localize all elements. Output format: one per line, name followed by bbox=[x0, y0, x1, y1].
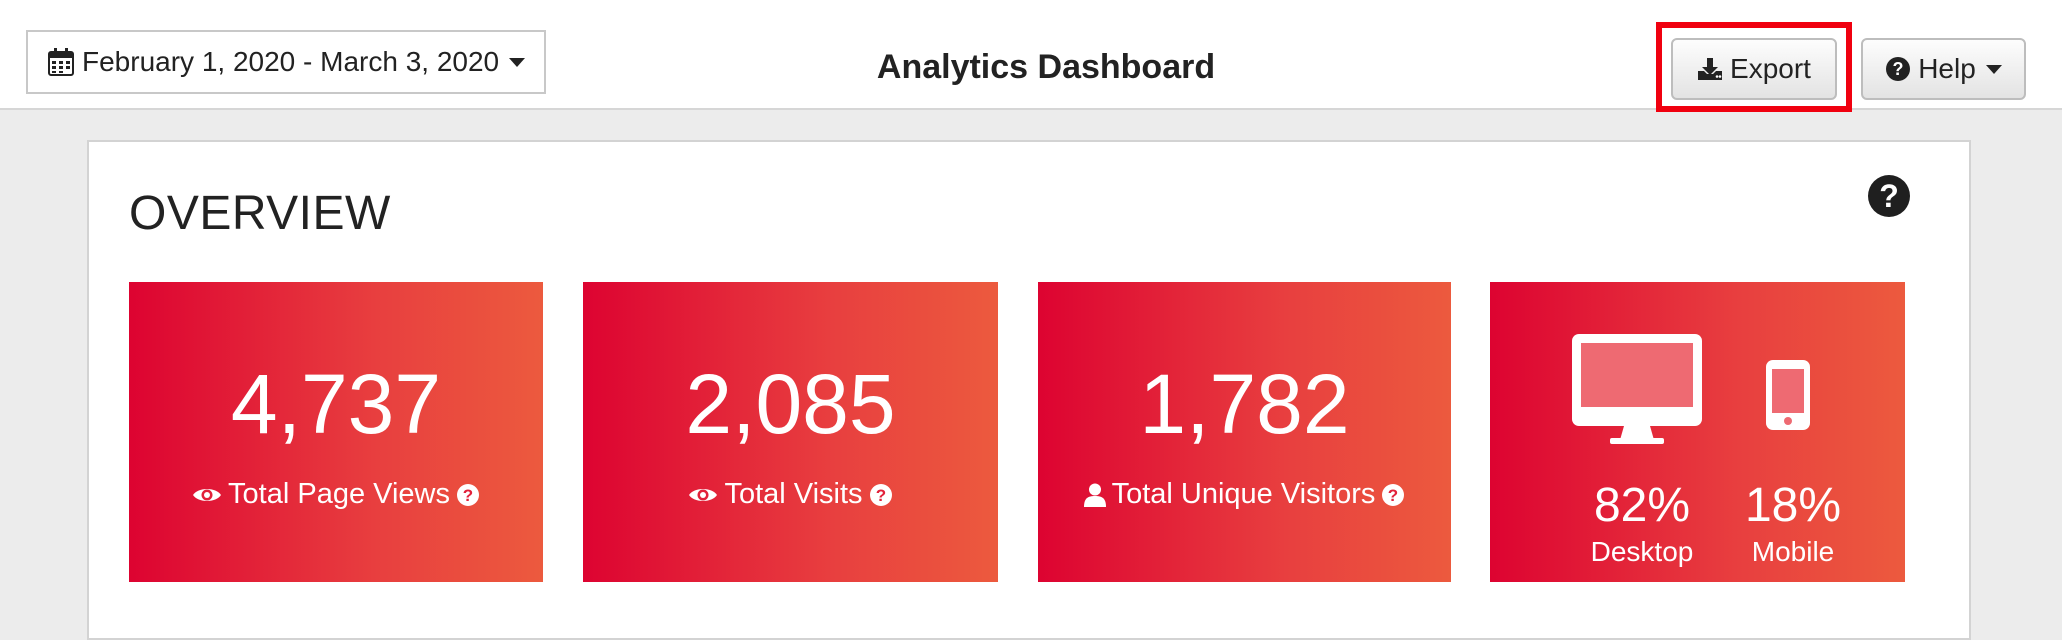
question-circle-icon: ? bbox=[1886, 57, 1911, 81]
help-button[interactable]: ? Help bbox=[1861, 38, 2026, 100]
card-total-unique-visitors: 1,782 Total Unique Visitors ? bbox=[1038, 282, 1451, 582]
question-circle-icon: ? bbox=[1868, 175, 1910, 217]
export-button[interactable]: Export bbox=[1671, 38, 1837, 100]
card-total-page-views: 4,737 Total Page Views ? bbox=[129, 282, 543, 582]
unique-visitors-label-row: Total Unique Visitors ? bbox=[1038, 478, 1451, 511]
mobile-percentage: 18% bbox=[1744, 479, 1842, 532]
export-highlight-box bbox=[1656, 22, 1852, 112]
mobile-icon bbox=[1766, 360, 1810, 430]
desktop-percentage: 82% bbox=[1593, 479, 1691, 532]
svg-text:?: ? bbox=[875, 486, 885, 505]
export-button-label: Export bbox=[1730, 53, 1811, 84]
question-circle-icon[interactable]: ? bbox=[456, 483, 480, 507]
desktop-label: Desktop bbox=[1590, 536, 1694, 567]
help-button-label: Help bbox=[1918, 53, 1976, 84]
page-views-label: Total Page Views bbox=[228, 478, 450, 510]
page-views-value: 4,737 bbox=[230, 357, 442, 451]
date-range-picker[interactable]: February 1, 2020 - March 3, 2020 bbox=[26, 30, 546, 94]
question-circle-icon[interactable]: ? bbox=[1381, 483, 1405, 507]
caret-down-icon bbox=[509, 57, 526, 67]
unique-visitors-value: 1,782 bbox=[1139, 357, 1350, 451]
svg-text:?: ? bbox=[1388, 486, 1398, 505]
svg-text:?: ? bbox=[463, 486, 473, 505]
svg-text:?: ? bbox=[1893, 59, 1904, 79]
page-views-label-row: Total Page Views ? bbox=[129, 478, 543, 511]
eye-icon bbox=[193, 488, 222, 501]
card-total-visits: 2,085 Total Visits ? bbox=[583, 282, 998, 582]
card-device-split: 82% 18% Desktop Mobile bbox=[1490, 282, 1905, 582]
unique-visitors-label: Total Unique Visitors bbox=[1111, 478, 1376, 510]
user-icon bbox=[1083, 483, 1106, 507]
visits-label: Total Visits bbox=[724, 478, 863, 510]
svg-text:?: ? bbox=[1879, 178, 1899, 214]
top-bar: February 1, 2020 - March 3, 2020 Analyti… bbox=[0, 0, 2062, 112]
eye-icon bbox=[689, 488, 718, 501]
overview-help-button[interactable]: ? bbox=[1867, 174, 1911, 223]
overview-title: OVERVIEW bbox=[129, 187, 391, 240]
caret-down-icon bbox=[1985, 64, 2002, 74]
question-circle-icon[interactable]: ? bbox=[869, 483, 893, 507]
date-range-text: February 1, 2020 - March 3, 2020 bbox=[82, 46, 500, 77]
overview-panel: OVERVIEW ? 4,737 Total Page Views ? 2,08… bbox=[87, 140, 1971, 640]
visits-value: 2,085 bbox=[685, 357, 896, 451]
download-icon bbox=[1698, 58, 1723, 80]
visits-label-row: Total Visits ? bbox=[583, 478, 998, 511]
calendar-icon bbox=[48, 48, 74, 76]
mobile-label: Mobile bbox=[1751, 536, 1835, 567]
desktop-icon bbox=[1572, 334, 1702, 444]
page-title: Analytics Dashboard bbox=[876, 48, 1216, 86]
